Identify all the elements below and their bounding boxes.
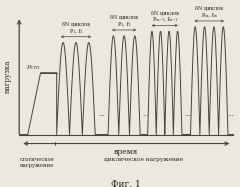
Text: статическое
нагружение: статическое нагружение (19, 157, 54, 168)
Text: Pст: Pст (26, 65, 39, 70)
Text: δN циклов
Pₘ, fₘ: δN циклов Pₘ, fₘ (195, 6, 223, 18)
Text: ...: ... (98, 110, 105, 118)
Text: Фиг. 1: Фиг. 1 (111, 180, 141, 187)
Text: ...: ... (228, 110, 234, 118)
Text: ...: ... (184, 110, 191, 118)
Text: δN циклов
Pₘ₋₁, fₘ₋₁: δN циклов Pₘ₋₁, fₘ₋₁ (151, 11, 179, 22)
Text: δN циклов
P₂, f₂: δN циклов P₂, f₂ (110, 15, 138, 27)
Text: циклическое нагружение: циклическое нагружение (104, 157, 183, 162)
Text: нагрузка: нагрузка (3, 59, 12, 93)
Text: время: время (114, 148, 138, 156)
Text: ...: ... (142, 110, 149, 118)
Text: δN циклов
P₁, f₁: δN циклов P₁, f₁ (62, 22, 90, 33)
